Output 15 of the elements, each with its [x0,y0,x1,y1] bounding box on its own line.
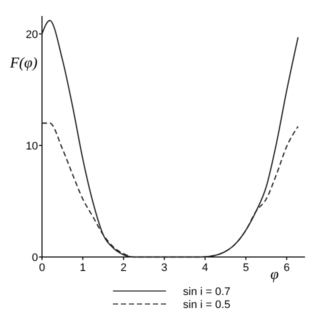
y-tick-label: 20 [26,28,38,41]
x-tick-label: 1 [80,262,86,274]
x-tick-label: 4 [202,262,208,274]
x-tick-label: 2 [120,262,127,274]
y-tick-label: 10 [26,140,38,152]
line-series [41,20,299,258]
y-tick-label: 0 [32,252,38,264]
y-axis-title: F(φ) [9,55,38,72]
x-axis-title: φ [270,267,279,283]
x-tick-label: 5 [242,262,249,274]
legend-label: sin i = 0.5 [183,299,230,311]
x-tick-label: 3 [161,262,168,274]
legend-label: sin i = 0.7 [183,286,230,298]
x-tick-label: 0 [38,262,46,274]
x-tick-label: 6 [284,262,290,274]
